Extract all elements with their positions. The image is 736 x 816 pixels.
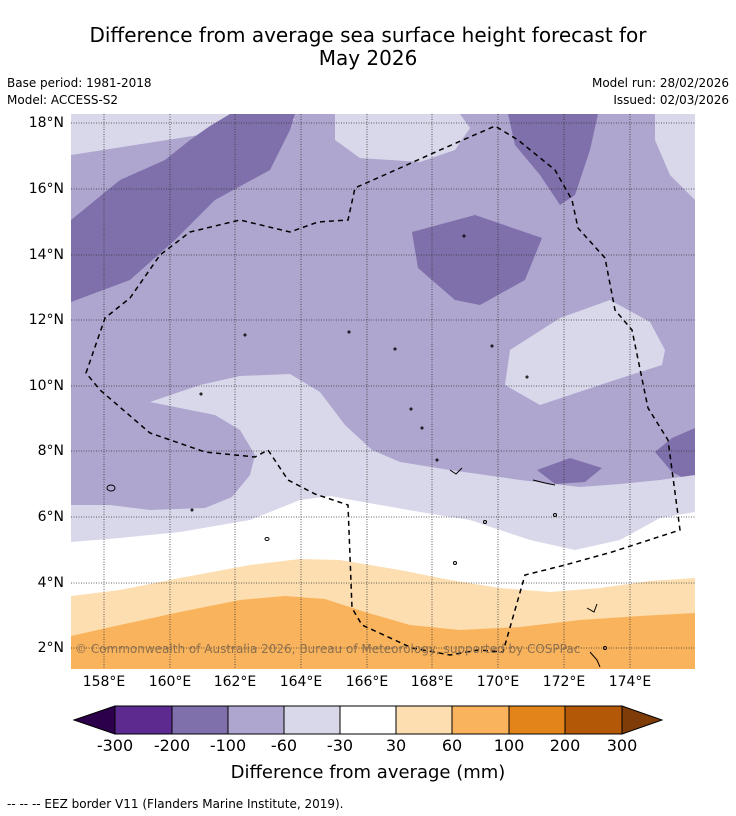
colorbar-segment bbox=[451, 705, 510, 735]
colorbar-tick: 300 bbox=[606, 736, 638, 755]
colorbar-tick: -30 bbox=[326, 736, 354, 755]
colorbar-segment bbox=[395, 705, 453, 735]
lon-label: 172°E bbox=[542, 674, 586, 690]
contour-band-minus-60-ne bbox=[655, 114, 695, 200]
lon-label: 170°E bbox=[476, 674, 520, 690]
sea-level-contours: © Commonwealth of Australia 2026, Bureau… bbox=[71, 114, 695, 669]
lat-label: 18°N bbox=[28, 115, 64, 131]
colorbar-segment bbox=[283, 705, 341, 735]
contour-band-minus-200-east bbox=[537, 458, 602, 484]
lon-label: 158°E bbox=[82, 674, 126, 690]
contour-band-minus-60-east bbox=[505, 300, 665, 405]
lon-label: 160°E bbox=[148, 674, 192, 690]
contour-band-minus-200-north bbox=[508, 114, 598, 205]
base-period: Base period: 1981-2018 bbox=[7, 76, 152, 90]
lon-label: 168°E bbox=[410, 674, 454, 690]
colorbar bbox=[72, 705, 664, 735]
lon-label: 166°E bbox=[345, 674, 389, 690]
lat-label: 12°N bbox=[28, 312, 64, 328]
lat-label: 2°N bbox=[37, 640, 64, 656]
colorbar-segment bbox=[339, 705, 397, 735]
colorbar-segment bbox=[171, 705, 229, 735]
contour-band-minus-200-edge bbox=[655, 428, 695, 484]
eez-border bbox=[85, 125, 681, 656]
colorbar-tick: -300 bbox=[96, 736, 134, 755]
lat-label: 6°N bbox=[37, 509, 64, 525]
contour-band-minus-200-centre bbox=[412, 215, 542, 305]
colorbar-arrow-right bbox=[621, 705, 664, 735]
lon-label: 162°E bbox=[213, 674, 257, 690]
colorbar-tick: 200 bbox=[549, 736, 581, 755]
colorbar-segment bbox=[564, 705, 623, 735]
lat-label: 8°N bbox=[37, 443, 64, 459]
colorbar-tick: 30 bbox=[385, 736, 407, 755]
colorbar-title: Difference from average (mm) bbox=[230, 762, 506, 783]
contour-band-minus-60-north bbox=[335, 114, 470, 162]
colorbar-segment bbox=[508, 705, 566, 735]
copyright-text: © Commonwealth of Australia 2026, Bureau… bbox=[75, 642, 580, 656]
colorbar-segment bbox=[114, 705, 173, 735]
issued-date: Issued: 02/03/2026 bbox=[613, 93, 729, 107]
contour-band-plus-60 bbox=[71, 596, 695, 669]
model-run: Model run: 28/02/2026 bbox=[591, 76, 729, 90]
eez-legend: -- -- -- EEZ border V11 (Flanders Marine… bbox=[7, 797, 344, 811]
colorbar-segment bbox=[227, 705, 285, 735]
map-title-line1: Difference from average sea surface heig… bbox=[89, 23, 647, 47]
colorbar-arrow-left bbox=[72, 705, 116, 735]
colorbar-tick: 60 bbox=[441, 736, 463, 755]
islands bbox=[106, 234, 607, 668]
colorbar-tick: -200 bbox=[153, 736, 191, 755]
lat-label: 16°N bbox=[28, 181, 64, 197]
colorbar-tick: -100 bbox=[209, 736, 247, 755]
graticule bbox=[71, 114, 695, 669]
lon-label: 164°E bbox=[279, 674, 323, 690]
map-title-line2: May 2026 bbox=[318, 46, 418, 70]
colorbar-tick: 100 bbox=[493, 736, 525, 755]
lat-label: 10°N bbox=[28, 378, 64, 394]
lon-label: 174°E bbox=[608, 674, 652, 690]
lat-label: 14°N bbox=[28, 247, 64, 263]
colorbar-tick: -60 bbox=[270, 736, 298, 755]
lat-label: 4°N bbox=[37, 575, 64, 591]
model-name: Model: ACCESS-S2 bbox=[7, 93, 119, 107]
